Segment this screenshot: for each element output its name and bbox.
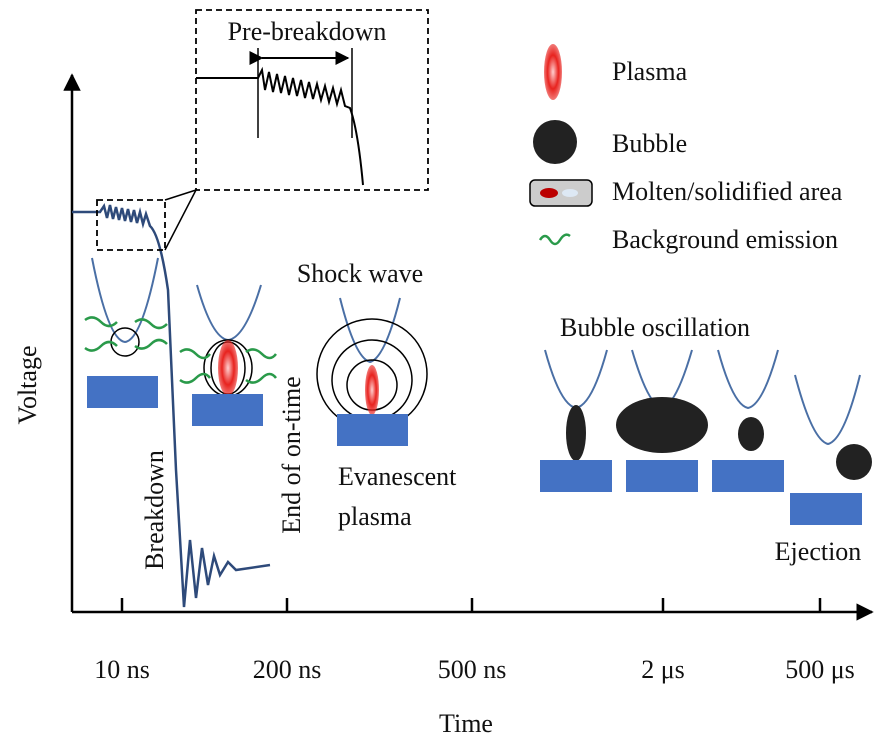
x-axis-label: Time [439, 709, 493, 738]
axes [63, 73, 874, 621]
bubble [566, 405, 586, 461]
plasma [218, 340, 238, 396]
electrode [196, 284, 262, 342]
workpiece [87, 376, 158, 408]
legend-solid-mark [562, 189, 578, 197]
legend-molten-mark [540, 188, 558, 198]
zoom-line [164, 189, 197, 251]
legend-plasma [544, 44, 562, 100]
legend-label: Plasma [612, 57, 688, 86]
emission [179, 348, 277, 384]
electrode [794, 374, 861, 446]
annotation: End of on-time [277, 376, 306, 533]
legend-label: Bubble [612, 129, 687, 158]
workpiece [790, 493, 862, 525]
bubble [836, 444, 872, 480]
bubble [738, 417, 764, 451]
zoom-line [164, 189, 197, 201]
legend-bubble [533, 120, 577, 164]
x-tick-label: 2 μs [641, 655, 685, 684]
x-tick-label: 10 ns [94, 655, 150, 684]
workpiece [626, 460, 698, 492]
electrode [91, 257, 159, 344]
legend-label: Background emission [612, 225, 838, 254]
x-tick-label: 200 ns [253, 655, 322, 684]
y-axis-label: Voltage [13, 346, 42, 425]
annotation: plasma [338, 502, 412, 531]
workpiece [540, 460, 612, 492]
x-tick-label: 500 ns [438, 655, 507, 684]
annotation: Breakdown [140, 450, 169, 570]
bubble [616, 397, 708, 453]
annotation: Pre-breakdown [228, 17, 387, 46]
emission [84, 316, 168, 352]
x-tick-label: 500 μs [785, 655, 855, 684]
annotation: Shock wave [297, 259, 423, 288]
voltage-curve [72, 202, 271, 608]
workpiece [192, 394, 263, 426]
legend-label: Molten/solidified area [612, 177, 843, 206]
inset-curve [196, 66, 364, 186]
workpiece [712, 460, 784, 492]
legend-emission [538, 233, 571, 246]
legend-molten [529, 179, 593, 207]
inset-box [195, 9, 429, 191]
annotation: Evanescent [338, 462, 457, 491]
electrode [339, 297, 401, 364]
electrode [544, 349, 608, 410]
workpiece [337, 414, 408, 446]
annotation: Ejection [775, 537, 862, 566]
annotation: Bubble oscillation [560, 313, 750, 342]
electrode [717, 349, 779, 410]
plasma [365, 365, 379, 415]
zoom-box [96, 199, 166, 251]
